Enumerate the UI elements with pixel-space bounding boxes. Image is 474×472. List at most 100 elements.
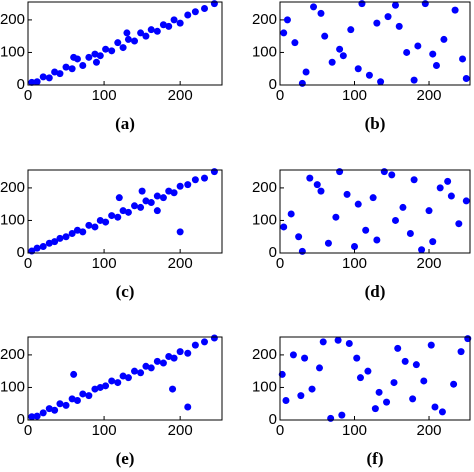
point bbox=[431, 403, 439, 411]
x-tick-label: 200 bbox=[168, 422, 193, 439]
point bbox=[302, 68, 310, 76]
point bbox=[170, 16, 178, 24]
point bbox=[403, 48, 411, 56]
point bbox=[91, 50, 99, 58]
point bbox=[301, 354, 309, 362]
point bbox=[137, 369, 145, 377]
point bbox=[327, 414, 335, 422]
point bbox=[102, 382, 110, 390]
point bbox=[96, 52, 104, 60]
point bbox=[317, 187, 325, 195]
point bbox=[210, 0, 218, 8]
point bbox=[79, 228, 87, 236]
point bbox=[165, 353, 173, 361]
point bbox=[280, 29, 288, 37]
point bbox=[165, 22, 173, 30]
point bbox=[147, 26, 155, 34]
point bbox=[68, 65, 76, 73]
x-tick-label: 100 bbox=[342, 87, 367, 104]
point bbox=[287, 210, 295, 218]
point bbox=[429, 238, 437, 246]
point bbox=[324, 239, 332, 247]
x-tick-label: 100 bbox=[92, 87, 117, 104]
axes-box bbox=[279, 336, 471, 421]
y-tick-label: 100 bbox=[0, 211, 25, 228]
point bbox=[184, 181, 192, 189]
point bbox=[142, 362, 150, 370]
point bbox=[70, 53, 78, 61]
y-tick-label: 200 bbox=[0, 11, 25, 28]
point bbox=[298, 247, 306, 255]
point bbox=[457, 348, 465, 356]
point bbox=[280, 223, 288, 231]
point bbox=[440, 35, 448, 43]
point bbox=[191, 8, 199, 16]
point bbox=[364, 367, 372, 375]
point bbox=[176, 182, 184, 190]
point bbox=[332, 213, 340, 221]
point bbox=[354, 200, 362, 208]
x-tick-label: 200 bbox=[168, 255, 193, 272]
point bbox=[334, 336, 342, 344]
point bbox=[336, 45, 344, 53]
y-tick-label: 100 bbox=[0, 43, 25, 60]
point bbox=[191, 341, 199, 349]
point bbox=[184, 403, 192, 411]
point bbox=[373, 236, 381, 244]
point bbox=[114, 39, 122, 47]
point bbox=[96, 383, 104, 391]
point bbox=[138, 187, 146, 195]
x-tick-label: 200 bbox=[168, 87, 193, 104]
point bbox=[73, 396, 81, 404]
y-tick-label: 200 bbox=[0, 346, 25, 363]
point bbox=[191, 176, 199, 184]
point bbox=[108, 377, 116, 385]
point bbox=[436, 184, 444, 192]
panel: 0 100 200 0 100 200 (a) bbox=[0, 0, 223, 133]
point bbox=[295, 233, 303, 241]
point bbox=[39, 73, 47, 81]
point bbox=[358, 0, 366, 8]
panel-caption: (a) bbox=[115, 114, 135, 133]
point bbox=[373, 19, 381, 27]
panel-caption: (f) bbox=[367, 449, 384, 468]
point bbox=[365, 71, 373, 79]
point bbox=[131, 367, 139, 375]
y-tick-label: 100 bbox=[252, 211, 277, 228]
point bbox=[297, 392, 305, 400]
point bbox=[39, 242, 47, 250]
point bbox=[153, 207, 161, 215]
point bbox=[351, 242, 359, 250]
point bbox=[124, 208, 132, 216]
point bbox=[384, 13, 392, 21]
point bbox=[306, 174, 314, 182]
point bbox=[62, 233, 70, 241]
point bbox=[142, 197, 150, 205]
point bbox=[91, 223, 99, 231]
point bbox=[421, 0, 429, 8]
panel-caption: (d) bbox=[365, 282, 386, 301]
point bbox=[176, 348, 184, 356]
point bbox=[137, 29, 145, 37]
point bbox=[371, 405, 379, 413]
point bbox=[124, 374, 132, 382]
point bbox=[91, 385, 99, 393]
panel-caption: (b) bbox=[365, 114, 386, 133]
y-tick-label: 200 bbox=[252, 11, 277, 28]
point bbox=[184, 349, 192, 357]
panel: 0 100 200 0 100 200 (e) bbox=[0, 334, 223, 468]
point bbox=[369, 194, 377, 202]
point bbox=[383, 398, 391, 406]
point bbox=[147, 199, 155, 207]
point bbox=[131, 202, 139, 210]
point bbox=[459, 55, 467, 63]
x-tick-label: 100 bbox=[342, 422, 367, 439]
point bbox=[102, 218, 110, 226]
point bbox=[354, 65, 362, 73]
point bbox=[399, 203, 407, 211]
point bbox=[70, 370, 78, 378]
point bbox=[79, 61, 87, 69]
point bbox=[336, 168, 344, 176]
x-tick-label: 0 bbox=[276, 87, 284, 104]
x-tick-label: 100 bbox=[92, 255, 117, 272]
